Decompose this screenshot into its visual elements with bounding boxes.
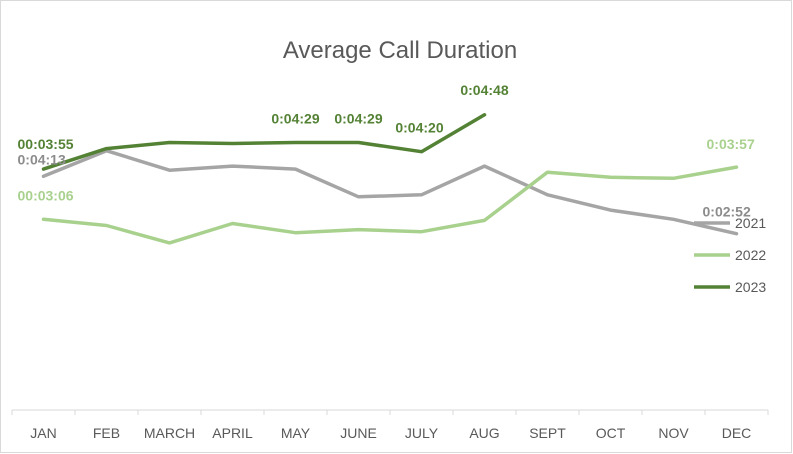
data-label: 0:04:29 [271,110,319,126]
data-label: 0:04:13 [18,151,66,167]
data-label: 00:03:06 [18,187,74,203]
x-tick-label: AUG [469,425,499,441]
legend-label: 2023 [735,279,766,295]
series-line-2021 [41,148,739,236]
x-tick-label: NOV [658,425,689,441]
x-tick-label: OCT [596,425,626,441]
x-tick-label: MARCH [144,425,195,441]
chart-title: Average Call Duration [283,37,517,64]
x-tick-label: JUNE [340,425,377,441]
x-tick-label: MAY [281,425,311,441]
x-tick-label: JULY [405,425,439,441]
x-tick-label: DEC [722,425,752,441]
data-label: 0:02:52 [703,204,751,220]
data-label: 0:04:20 [395,120,443,136]
data-label: 00:03:55 [18,136,74,152]
legend-label: 2022 [735,247,766,263]
data-label: 0:04:48 [460,82,508,98]
series-line-2022 [41,165,739,245]
x-tick-label: APRIL [212,425,253,441]
x-tick-label: JAN [30,425,56,441]
legend-label: 2021 [735,215,766,231]
data-label: 0:04:29 [334,110,382,126]
x-tick-label: SEPT [529,425,566,441]
series-line-2023 [41,113,487,171]
x-tick-label: FEB [93,425,120,441]
data-label: 0:03:57 [707,136,755,152]
